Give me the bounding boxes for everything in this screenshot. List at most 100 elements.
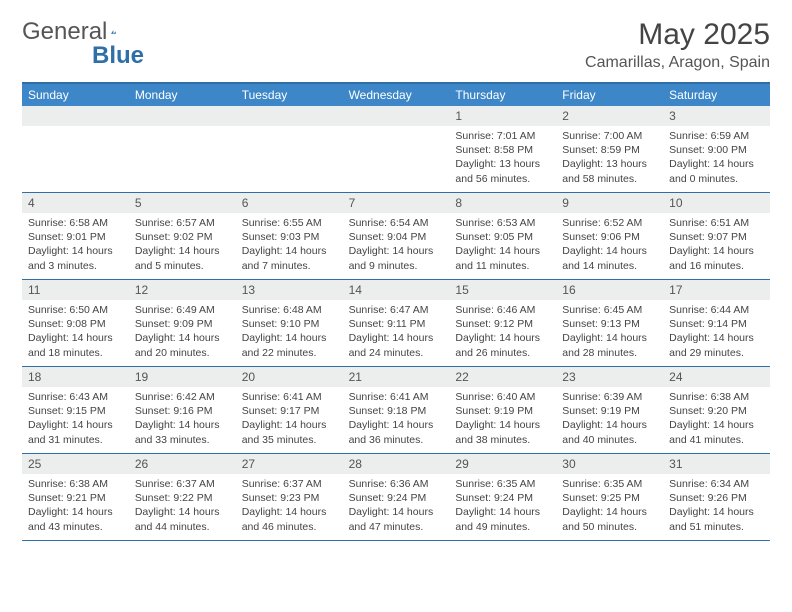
day-number: 13 — [236, 280, 343, 300]
daylight-line: Daylight: 14 hours and 22 minutes. — [242, 331, 337, 359]
day-cell: 8Sunrise: 6:53 AMSunset: 9:05 PMDaylight… — [449, 193, 556, 279]
sunrise-line: Sunrise: 6:54 AM — [349, 216, 444, 230]
month-title: May 2025 — [585, 18, 770, 52]
day-number: 16 — [556, 280, 663, 300]
sunrise-line: Sunrise: 6:51 AM — [669, 216, 764, 230]
day-body: Sunrise: 6:39 AMSunset: 9:19 PMDaylight:… — [556, 387, 663, 451]
week-row: 1Sunrise: 7:01 AMSunset: 8:58 PMDaylight… — [22, 106, 770, 193]
sunset-line: Sunset: 9:05 PM — [455, 230, 550, 244]
day-number: 19 — [129, 367, 236, 387]
day-body: Sunrise: 6:43 AMSunset: 9:15 PMDaylight:… — [22, 387, 129, 451]
sunset-line: Sunset: 9:23 PM — [242, 491, 337, 505]
day-number: 15 — [449, 280, 556, 300]
day-body: Sunrise: 6:47 AMSunset: 9:11 PMDaylight:… — [343, 300, 450, 364]
sunset-line: Sunset: 9:16 PM — [135, 404, 230, 418]
day-number: 12 — [129, 280, 236, 300]
dayname: Sunday — [22, 84, 129, 106]
day-number: 6 — [236, 193, 343, 213]
daylight-line: Daylight: 13 hours and 58 minutes. — [562, 157, 657, 185]
day-body: Sunrise: 6:55 AMSunset: 9:03 PMDaylight:… — [236, 213, 343, 277]
sunset-line: Sunset: 9:03 PM — [242, 230, 337, 244]
day-number: 27 — [236, 454, 343, 474]
day-cell: 22Sunrise: 6:40 AMSunset: 9:19 PMDayligh… — [449, 367, 556, 453]
day-cell: 21Sunrise: 6:41 AMSunset: 9:18 PMDayligh… — [343, 367, 450, 453]
day-body: Sunrise: 6:34 AMSunset: 9:26 PMDaylight:… — [663, 474, 770, 538]
sunrise-line: Sunrise: 6:45 AM — [562, 303, 657, 317]
sunrise-line: Sunrise: 6:52 AM — [562, 216, 657, 230]
day-body: Sunrise: 6:36 AMSunset: 9:24 PMDaylight:… — [343, 474, 450, 538]
day-cell: 13 Sunrise: 6:48 AMSunset: 9:10 PMDayligh… — [236, 280, 343, 366]
day-number-empty — [129, 106, 236, 126]
sunset-line: Sunset: 9:24 PM — [455, 491, 550, 505]
week-row: 25Sunrise: 6:38 AMSunset: 9:21 PMDayligh… — [22, 454, 770, 541]
day-body: Sunrise: 6:58 AMSunset: 9:01 PMDaylight:… — [22, 213, 129, 277]
daylight-line: Daylight: 14 hours and 5 minutes. — [135, 244, 230, 272]
daylight-line: Daylight: 14 hours and 24 minutes. — [349, 331, 444, 359]
day-number: 5 — [129, 193, 236, 213]
day-body: Sunrise: 6:53 AMSunset: 9:05 PMDaylight:… — [449, 213, 556, 277]
daylight-line: Daylight: 14 hours and 50 minutes. — [562, 505, 657, 533]
day-cell: 25Sunrise: 6:38 AMSunset: 9:21 PMDayligh… — [22, 454, 129, 540]
sunrise-line: Sunrise: 6:48 AM — [242, 303, 337, 317]
day-number: 21 — [343, 367, 450, 387]
day-cell: 16Sunrise: 6:45 AMSunset: 9:13 PMDayligh… — [556, 280, 663, 366]
sunset-line: Sunset: 9:08 PM — [28, 317, 123, 331]
day-cell: 12Sunrise: 6:49 AMSunset: 9:09 PMDayligh… — [129, 280, 236, 366]
daylight-line: Daylight: 14 hours and 36 minutes. — [349, 418, 444, 446]
sunrise-line: Sunrise: 7:00 AM — [562, 129, 657, 143]
logo-sail-icon — [111, 22, 116, 42]
daylight-line: Daylight: 14 hours and 31 minutes. — [28, 418, 123, 446]
sunrise-line: Sunrise: 6:47 AM — [349, 303, 444, 317]
daylight-line: Daylight: 14 hours and 16 minutes. — [669, 244, 764, 272]
daylight-line: Daylight: 14 hours and 44 minutes. — [135, 505, 230, 533]
day-body: Sunrise: 7:00 AMSunset: 8:59 PMDaylight:… — [556, 126, 663, 190]
dayname: Thursday — [449, 84, 556, 106]
sunset-line: Sunset: 9:24 PM — [349, 491, 444, 505]
week-row: 4Sunrise: 6:58 AMSunset: 9:01 PMDaylight… — [22, 193, 770, 280]
day-cell: 7Sunrise: 6:54 AMSunset: 9:04 PMDaylight… — [343, 193, 450, 279]
day-cell: 10Sunrise: 6:51 AMSunset: 9:07 PMDayligh… — [663, 193, 770, 279]
day-number: 22 — [449, 367, 556, 387]
daylight-line: Daylight: 14 hours and 0 minutes. — [669, 157, 764, 185]
calendar: Sunday Monday Tuesday Wednesday Thursday… — [22, 82, 770, 541]
sunrise-line: Sunrise: 6:57 AM — [135, 216, 230, 230]
daylight-line: Daylight: 14 hours and 7 minutes. — [242, 244, 337, 272]
location: Camarillas, Aragon, Spain — [585, 54, 770, 72]
daylight-line: Daylight: 14 hours and 3 minutes. — [28, 244, 123, 272]
day-cell: 31Sunrise: 6:34 AMSunset: 9:26 PMDayligh… — [663, 454, 770, 540]
day-body: Sunrise: 6:49 AMSunset: 9:09 PMDaylight:… — [129, 300, 236, 364]
sunset-line: Sunset: 9:19 PM — [562, 404, 657, 418]
sunrise-line: Sunrise: 6:41 AM — [242, 390, 337, 404]
dayname: Wednesday — [343, 84, 450, 106]
sunset-line: Sunset: 9:10 PM — [242, 317, 337, 331]
day-body: Sunrise: 6:52 AMSunset: 9:06 PMDaylight:… — [556, 213, 663, 277]
day-cell: 27Sunrise: 6:37 AMSunset: 9:23 PMDayligh… — [236, 454, 343, 540]
sunrise-line: Sunrise: 6:53 AM — [455, 216, 550, 230]
sunrise-line: Sunrise: 6:35 AM — [562, 477, 657, 491]
sunrise-line: Sunrise: 6:50 AM — [28, 303, 123, 317]
day-number: 29 — [449, 454, 556, 474]
day-number-empty — [236, 106, 343, 126]
sunset-line: Sunset: 9:12 PM — [455, 317, 550, 331]
day-number: 8 — [449, 193, 556, 213]
day-body: Sunrise: 6:59 AMSunset: 9:00 PMDaylight:… — [663, 126, 770, 190]
day-number: 24 — [663, 367, 770, 387]
day-number: 7 — [343, 193, 450, 213]
day-cell: 20Sunrise: 6:41 AMSunset: 9:17 PMDayligh… — [236, 367, 343, 453]
day-body: Sunrise: 6:35 AMSunset: 9:25 PMDaylight:… — [556, 474, 663, 538]
day-cell: 17Sunrise: 6:44 AMSunset: 9:14 PMDayligh… — [663, 280, 770, 366]
daylight-line: Daylight: 14 hours and 43 minutes. — [28, 505, 123, 533]
day-number: 1 — [449, 106, 556, 126]
sunrise-line: Sunrise: 6:38 AM — [28, 477, 123, 491]
sunset-line: Sunset: 9:18 PM — [349, 404, 444, 418]
day-body: Sunrise: 6:57 AMSunset: 9:02 PMDaylight:… — [129, 213, 236, 277]
day-number: 3 — [663, 106, 770, 126]
day-body: Sunrise: 6:45 AMSunset: 9:13 PMDaylight:… — [556, 300, 663, 364]
day-body: Sunrise: 6:41 AMSunset: 9:17 PMDaylight:… — [236, 387, 343, 451]
sunrise-line: Sunrise: 6:38 AM — [669, 390, 764, 404]
day-number: 23 — [556, 367, 663, 387]
day-body: Sunrise: 6:44 AMSunset: 9:14 PMDaylight:… — [663, 300, 770, 364]
daylight-line: Daylight: 14 hours and 35 minutes. — [242, 418, 337, 446]
day-number: 10 — [663, 193, 770, 213]
sunrise-line: Sunrise: 6:42 AM — [135, 390, 230, 404]
